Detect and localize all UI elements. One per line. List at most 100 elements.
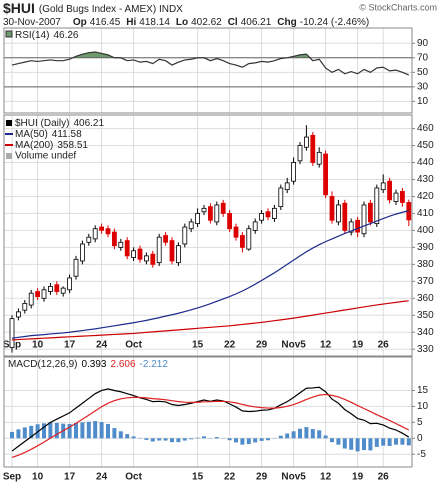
x-tick-label: 26 — [378, 340, 390, 351]
y-tick-label: -5 — [417, 449, 426, 460]
histogram-bar — [150, 438, 155, 442]
moving-average-line — [11, 300, 409, 341]
candle-body — [335, 204, 341, 223]
histogram-bar — [112, 428, 117, 439]
candle-body — [9, 318, 15, 348]
x-tick-label: Nov5 — [281, 472, 306, 483]
histogram-bar — [310, 429, 315, 439]
chg-value: -10.24 (-2.46%) — [300, 17, 369, 28]
histogram-bar — [387, 438, 392, 446]
y-tick-label: 70 — [417, 52, 429, 63]
candle-body — [207, 206, 213, 221]
histogram-bar — [336, 438, 341, 445]
histogram-bar — [195, 437, 200, 439]
histogram-bar — [74, 423, 78, 439]
histogram-bar — [93, 421, 98, 439]
candle-body — [48, 286, 53, 292]
histogram-bar — [323, 435, 328, 439]
y-tick-label: 430 — [417, 174, 434, 185]
histogram-bar — [266, 438, 270, 441]
legend-series-name: MA(200) — [15, 140, 53, 151]
panel-border — [3, 114, 413, 357]
series-line — [11, 51, 410, 76]
candle-body — [361, 204, 367, 235]
candle-body — [387, 180, 393, 201]
symbol: $HUI — [3, 0, 35, 16]
candle-body — [28, 292, 34, 306]
candle-body — [163, 235, 169, 243]
candle-body — [73, 258, 79, 277]
y-tick-label: 350 — [417, 310, 434, 321]
legend-value: 2.606 — [111, 359, 136, 370]
histogram-bar — [374, 438, 379, 447]
panel-frame — [3, 114, 413, 357]
x-tick-label: Sep — [3, 472, 21, 483]
legend-icon — [6, 153, 12, 159]
histogram-bar — [29, 425, 34, 439]
candle-body — [246, 228, 252, 250]
legend-value: 46.26 — [53, 30, 78, 41]
op-label: Op — [73, 17, 87, 28]
candle-body — [239, 235, 245, 248]
header-title: $HUI (Gold Bugs Index - AMEX) INDX — [3, 0, 183, 16]
candle-body — [380, 182, 386, 191]
y-tick-label: 30 — [417, 81, 429, 92]
candle-body — [41, 289, 47, 299]
candle-body — [399, 190, 405, 203]
candle-body — [284, 182, 290, 191]
legend-title: RSI(14) — [15, 30, 49, 41]
histogram-bar — [400, 438, 405, 445]
candle-body — [188, 221, 194, 230]
candle-body — [80, 243, 85, 262]
candle-body — [291, 162, 297, 182]
y-tick-label: 420 — [417, 191, 434, 202]
histogram-bar — [317, 430, 322, 439]
histogram-bar — [349, 438, 354, 450]
y-tick-label: 50 — [417, 67, 429, 78]
candle-body — [323, 153, 329, 196]
series-line — [11, 393, 410, 459]
candle-body — [131, 250, 137, 258]
y-tick-label: 5 — [417, 417, 423, 428]
panel-frame — [3, 27, 413, 114]
candle-body — [143, 255, 149, 262]
x-tick-label: 10 — [32, 472, 44, 483]
volume-label: Volume undef — [15, 151, 76, 162]
histogram-bar — [22, 427, 27, 439]
x-tick-label: 15 — [192, 472, 204, 483]
cl-label: Cl — [228, 17, 238, 28]
legend-title: MACD(12,26,9) — [8, 359, 77, 370]
y-tick-label: 15 — [417, 385, 429, 396]
histogram-bar — [342, 438, 347, 449]
candle-body — [195, 213, 201, 225]
histogram-bar — [285, 433, 290, 439]
x-tick-label: 29 — [256, 472, 268, 483]
candle-body — [60, 287, 66, 294]
histogram-bar — [125, 434, 130, 439]
histogram-bar — [80, 422, 85, 439]
histogram-bar — [259, 438, 264, 441]
histogram-bar — [10, 431, 14, 439]
candle-body — [220, 202, 226, 214]
histogram-bar — [202, 436, 206, 439]
x-tick-label: 24 — [96, 340, 108, 351]
header-quote: 30-Nov-2007 Op 416.45 Hi 418.14 Lo 402.62 Cl 406… — [3, 17, 369, 28]
candle-body — [233, 226, 239, 238]
y-tick-label: 380 — [417, 259, 434, 270]
chg-label: Chg — [277, 17, 296, 28]
legend-entry: $HUI (Daily) 406.21 — [15, 118, 104, 129]
candle-body — [182, 226, 188, 245]
index-name: (Gold Bugs Index - AMEX) INDX — [39, 4, 183, 15]
x-tick-label: 26 — [378, 472, 390, 483]
candle-body — [265, 211, 271, 218]
y-tick-label: 0 — [417, 433, 423, 444]
candle-body — [105, 228, 111, 235]
histogram-bar — [157, 438, 162, 441]
candle-body — [355, 219, 361, 233]
x-tick-label: 22 — [224, 472, 236, 483]
x-tick-label: 17 — [64, 472, 76, 483]
histogram-bar — [298, 428, 302, 439]
panel-border — [3, 356, 413, 468]
x-tick-label: 22 — [224, 340, 236, 351]
candle-body — [316, 151, 322, 165]
